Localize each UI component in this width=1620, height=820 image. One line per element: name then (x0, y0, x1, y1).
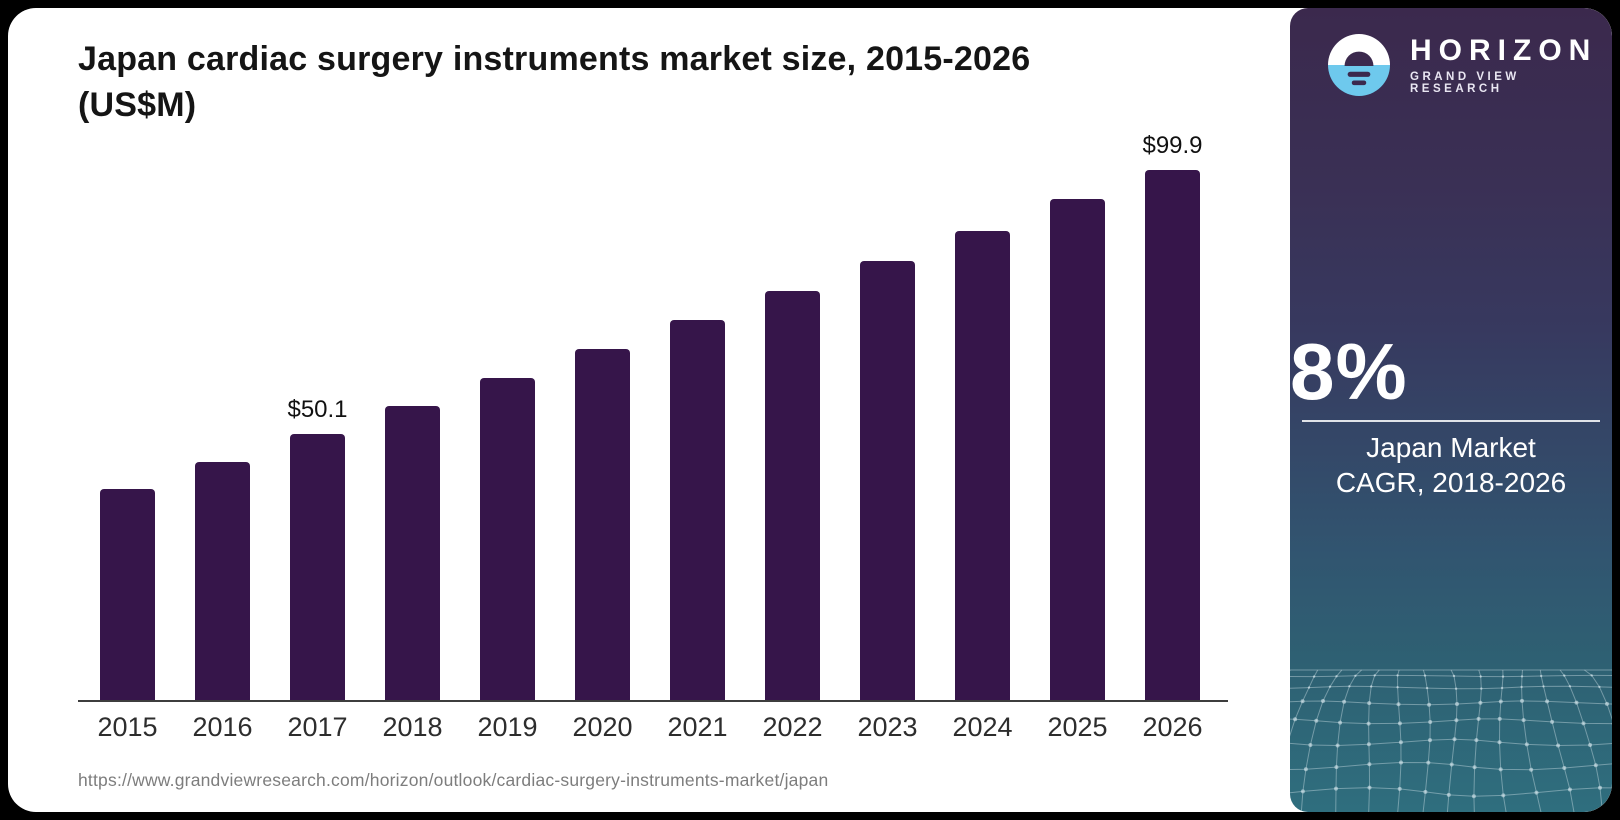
x-tick-2026: 2026 (1142, 712, 1203, 742)
wireframe-mesh-decoration (1290, 669, 1612, 812)
x-tick-2016: 2016 (192, 712, 253, 742)
stat-divider (1302, 420, 1600, 422)
brand-sidebar: HORIZON GRAND VIEW RESEARCH 8% Japan Mar… (1290, 8, 1612, 812)
x-tick-2024: 2024 (952, 712, 1013, 742)
x-tick-2019: 2019 (477, 712, 538, 742)
brand-logo: HORIZON GRAND VIEW RESEARCH (1328, 34, 1612, 96)
bar-2023 (860, 261, 915, 700)
bar-2017 (290, 434, 345, 700)
stat-caption-line2: CAGR, 2018-2026 (1335, 467, 1567, 498)
x-tick-2015: 2015 (97, 712, 158, 742)
plot-area: $50.1 $99.9 (78, 132, 1228, 702)
x-tick-2020: 2020 (572, 712, 633, 742)
bar-2021 (670, 320, 725, 700)
infographic-card: Japan cardiac surgery instruments market… (8, 8, 1612, 812)
bar-2024 (955, 231, 1010, 700)
bar-value-label-2026: $99.9 (1142, 132, 1203, 159)
cagr-stat-value: 8% (1290, 327, 1408, 416)
horizon-sun-icon (1328, 34, 1390, 96)
x-axis-labels: 2015 2016 2017 2018 2019 2020 2021 2022 2023 2024… (78, 712, 1228, 746)
bar-2025 (1050, 199, 1105, 700)
bar-value-label-2017: $50.1 (287, 396, 348, 423)
source-url: https://www.grandviewresearch.com/horizo… (78, 770, 829, 790)
brand-text: HORIZON GRAND VIEW RESEARCH (1410, 34, 1612, 96)
bar-2019 (480, 378, 535, 700)
bar-2018 (385, 406, 440, 700)
bar-2020 (575, 349, 630, 700)
stat-caption-line1: Japan Market (1366, 432, 1536, 463)
bar-2015 (100, 489, 155, 700)
bar-2026 (1145, 170, 1200, 700)
x-tick-2021: 2021 (667, 712, 728, 742)
bar-2022 (765, 291, 820, 700)
chart-title-line2: (US$M) (78, 86, 197, 124)
chart-title-line1: Japan cardiac surgery instruments market… (78, 40, 1031, 78)
x-tick-2022: 2022 (762, 712, 823, 742)
x-tick-2017: 2017 (287, 712, 348, 742)
x-tick-2018: 2018 (382, 712, 443, 742)
bar-2016 (195, 462, 250, 700)
brand-tagline: GRAND VIEW RESEARCH (1410, 71, 1520, 95)
x-tick-2023: 2023 (857, 712, 918, 742)
brand-name: HORIZON (1410, 34, 1598, 67)
x-tick-2025: 2025 (1047, 712, 1108, 742)
chart-title: Japan cardiac surgery instruments market… (78, 36, 1218, 128)
